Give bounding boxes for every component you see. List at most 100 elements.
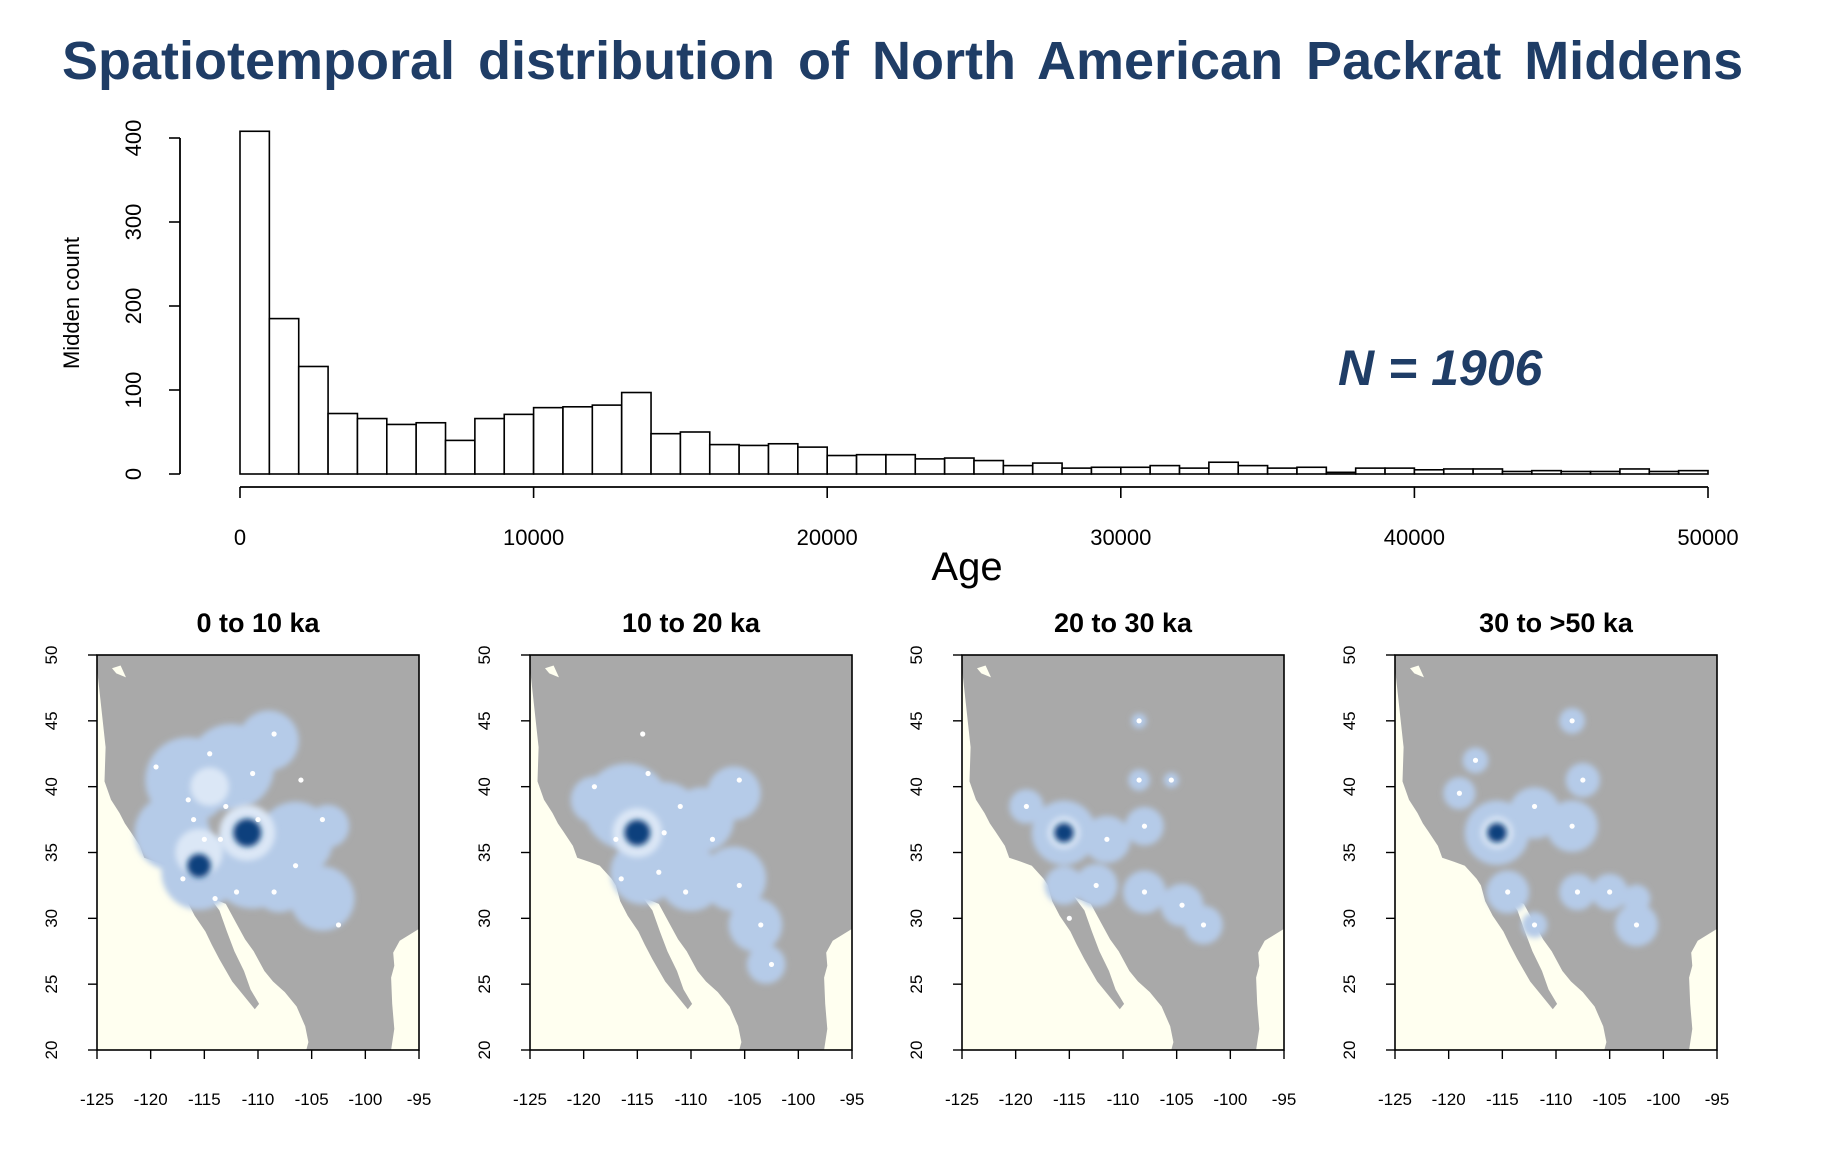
map-y-tick-label: 45 — [42, 711, 61, 730]
map-y-tick-label: 25 — [42, 975, 61, 994]
map-x-tick-label: -115 — [1486, 1090, 1519, 1109]
map-x-tick-label: -100 — [1213, 1090, 1247, 1109]
histogram-bar — [1237, 464, 1269, 475]
histogram-bar — [1677, 469, 1709, 475]
map-y-tick-label: 25 — [475, 975, 494, 994]
histogram-bar — [1178, 467, 1210, 475]
midden-site-point — [1472, 757, 1479, 763]
histogram-bar — [826, 454, 858, 475]
midden-site-point — [1633, 922, 1640, 928]
midden-site-point — [1505, 889, 1511, 895]
map-x-tick-label: -125 — [80, 1090, 114, 1109]
density-cluster — [1054, 823, 1074, 843]
histogram-x-tick-label: 20000 — [797, 525, 858, 550]
midden-site-point — [255, 816, 261, 823]
histogram-y-tick-label: 400 — [121, 120, 146, 157]
density-cluster — [238, 710, 299, 771]
histogram-bar — [1560, 470, 1592, 475]
map-x-tick-label: -95 — [1272, 1090, 1297, 1109]
coastline-inlet — [977, 665, 991, 678]
midden-site-point — [271, 889, 277, 895]
histogram-bar — [1296, 466, 1328, 475]
density-cluster — [290, 866, 355, 931]
density-cluster — [306, 804, 350, 848]
density-cluster — [746, 945, 786, 984]
map-panel: 30 to >50 ka -125 -120 -115 -110 -105 -100 -95 2… — [1340, 608, 1729, 1109]
midden-site-point — [298, 777, 304, 783]
midden-site-point — [233, 889, 240, 895]
histogram-bar — [297, 365, 329, 475]
histogram-bar — [1325, 471, 1357, 475]
histogram-bar — [1002, 464, 1034, 475]
density-cluster — [187, 853, 211, 878]
map-y-tick-label: 45 — [1340, 711, 1359, 730]
map-y-tick-label: 40 — [1340, 777, 1359, 796]
histogram-bar — [1648, 470, 1680, 475]
midden-site-point — [1141, 823, 1148, 829]
density-cluster — [252, 858, 307, 913]
midden-site-point — [683, 889, 689, 895]
midden-site-point — [223, 803, 229, 810]
histogram-bar — [503, 413, 535, 475]
histogram-bar — [914, 458, 946, 475]
histogram-y-tick-label: 300 — [121, 204, 146, 241]
histogram-y-tick-label: 0 — [121, 468, 146, 480]
map-y-tick-label: 50 — [907, 646, 926, 665]
density-layer-3 — [624, 819, 651, 846]
midden-site-point — [319, 816, 325, 823]
map-x-tick-label: -120 — [134, 1090, 168, 1109]
histogram-x-tick-label: 50000 — [1677, 525, 1738, 550]
midden-site-point — [1200, 922, 1207, 928]
histogram-bar — [385, 423, 417, 475]
midden-site-point — [185, 797, 191, 803]
midden-site-point — [1141, 889, 1148, 895]
map-x-tick-label: -105 — [1593, 1090, 1627, 1109]
map-x-tick-label: -120 — [999, 1090, 1033, 1109]
map-y-tick-label: 45 — [475, 711, 494, 730]
map-x-tick-label: -115 — [1053, 1090, 1086, 1109]
histogram-bar — [562, 405, 594, 475]
coastline-inlet — [1410, 665, 1424, 678]
histogram-bar — [1061, 467, 1093, 475]
map-panels: 0 to 10 ka-125 -120 -115 -110 -105 -100 -95202… — [42, 608, 1729, 1109]
density-cluster — [1044, 866, 1084, 905]
map-y-tick-label: 20 — [42, 1041, 61, 1060]
histogram-y-axis-label: Midden count — [59, 237, 84, 369]
map-y-tick-label: 25 — [1340, 975, 1359, 994]
histogram-bar — [620, 391, 652, 475]
map-x-tick-label: -95 — [840, 1090, 865, 1109]
midden-site-point — [618, 876, 624, 882]
midden-site-point — [292, 863, 299, 869]
map-y-tick-label: 30 — [475, 909, 494, 928]
midden-site-point — [677, 803, 683, 810]
histogram-bars — [239, 130, 1709, 475]
histogram-bar — [1149, 464, 1181, 475]
density-cluster — [728, 898, 783, 952]
histogram-bar — [885, 453, 917, 475]
midden-site-point — [180, 876, 186, 882]
map-x-tick-label: -95 — [407, 1090, 432, 1109]
map-y-tick-label: 35 — [42, 843, 61, 862]
histogram-bar — [444, 439, 476, 475]
histogram-bar — [943, 457, 975, 475]
density-cluster — [233, 818, 262, 847]
map-y-tick-label: 35 — [907, 843, 926, 862]
map-x-tick-label: -115 — [621, 1090, 654, 1109]
map-x-tick-label: -100 — [781, 1090, 815, 1109]
histogram-bar — [1208, 461, 1240, 475]
histogram-bar — [327, 412, 359, 475]
histogram-bar — [738, 444, 770, 475]
density-cluster — [701, 846, 767, 912]
midden-site-point — [709, 836, 716, 842]
map-y-tick-label: 40 — [475, 777, 494, 796]
sample-size-annotation: N = 1906 — [1338, 340, 1544, 396]
midden-site-point — [212, 895, 218, 902]
histogram-y-tick-label: 100 — [121, 372, 146, 409]
midden-site-point — [250, 770, 256, 777]
coastline-inlet — [545, 665, 559, 678]
map-y-tick-label: 30 — [907, 909, 926, 928]
map-x-tick-label: -110 — [1107, 1090, 1140, 1109]
histogram-x-tick-label: 40000 — [1384, 525, 1445, 550]
map-x-tick-label: -105 — [728, 1090, 762, 1109]
map-x-tick-label: -100 — [1646, 1090, 1680, 1109]
